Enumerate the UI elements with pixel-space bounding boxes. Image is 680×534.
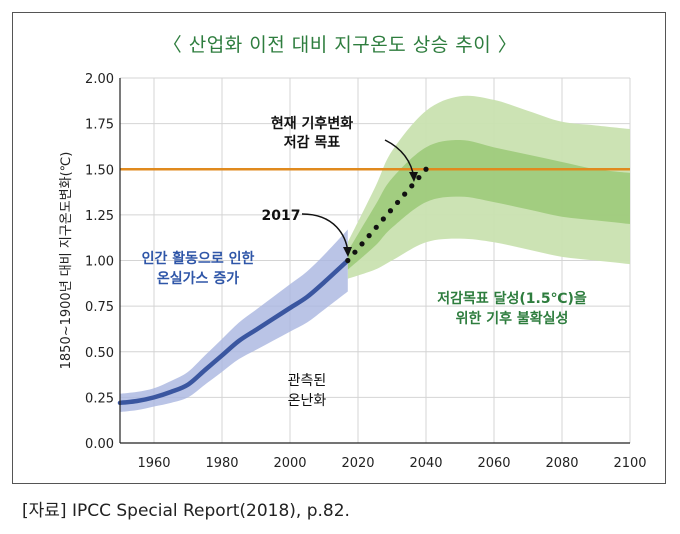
observed-warming-label: 관측된 [288, 373, 327, 389]
x-tick-label: 2100 [613, 456, 646, 471]
year-2017-arrowhead [343, 247, 352, 257]
projection-dot [402, 191, 408, 197]
uncertainty-label: 위한 기후 불확실성 [456, 310, 569, 327]
x-tick-label: 2000 [273, 456, 306, 471]
projection-dot [352, 249, 358, 255]
y-tick-label: 0.25 [85, 391, 114, 406]
projection-dot [345, 257, 351, 264]
chart-title: 〈 산업화 이전 대비 지구온도 상승 추이 〉 [162, 34, 518, 56]
projection-dot [359, 241, 365, 247]
projection-dot [380, 216, 386, 222]
source-note: [자료] IPCC Special Report(2018), p.82. [22, 501, 350, 521]
projection-dot [387, 208, 394, 214]
projection-inner-band [347, 140, 630, 270]
chart-axes: 2.00 1.75 1.50 1.25 1.00 0.75 0.50 0.25 0.00 1960… [59, 72, 647, 471]
y-tick-label: 0.75 [85, 300, 114, 315]
y-tick-label: 0.50 [85, 346, 114, 361]
x-tick-label: 2020 [341, 456, 374, 471]
projection-dot [394, 199, 401, 206]
projection-bands [347, 95, 630, 279]
goal-label: 저감 목표 [284, 134, 341, 151]
projection-dot [416, 174, 422, 181]
projection-dot [366, 233, 372, 239]
observed-trend-line [117, 258, 351, 406]
y-tick-label: 1.25 [85, 209, 114, 224]
observed-band [120, 229, 348, 412]
goal-label: 현재 기후변화 [271, 116, 353, 132]
y-tick-label: 0.00 [85, 437, 114, 452]
projection-dot [409, 183, 415, 189]
x-tick-label: 2060 [477, 456, 510, 471]
projection-dot [423, 166, 429, 172]
projection-dot [373, 224, 379, 230]
x-tick-label: 2080 [545, 456, 578, 471]
goal-arrowhead [409, 172, 418, 182]
year-2017-label: 2017 [262, 208, 301, 224]
y-tick-label: 1.75 [85, 118, 114, 133]
chart-grid [120, 77, 631, 444]
uncertainty-label: 저감목표 달성(1.5℃)을 [437, 290, 587, 307]
x-tick-label: 2040 [409, 456, 442, 471]
human-activity-label: 온실가스 증가 [157, 271, 239, 287]
y-tick-label: 1.50 [85, 163, 114, 178]
x-tick-label: 1960 [137, 456, 170, 471]
target-line-group [120, 166, 630, 264]
y-tick-label: 1.00 [85, 255, 114, 270]
human-activity-label: 인간 활동으로 인한 [142, 250, 255, 267]
x-tick-label: 1980 [205, 456, 238, 471]
observed-warming [117, 229, 351, 412]
y-axis-label: 1850~1900년 대비 지구온도변화(℃) [59, 152, 74, 370]
y-tick-label: 2.00 [85, 72, 114, 87]
observed-warming-label: 온난화 [288, 393, 327, 409]
